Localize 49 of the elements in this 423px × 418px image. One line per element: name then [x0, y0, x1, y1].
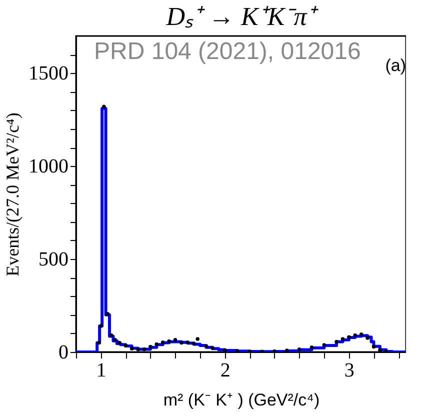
point	[353, 333, 358, 338]
point	[192, 342, 196, 346]
point	[297, 348, 302, 352]
y-tick-label: 0	[58, 342, 68, 364]
point	[334, 340, 338, 344]
point	[310, 345, 314, 350]
x-tick-label: 3	[344, 360, 354, 382]
y-axis-title: Events/(27.0 MeV²/c⁴)	[2, 112, 22, 276]
point	[223, 348, 227, 352]
point	[167, 339, 171, 344]
x-axis-title: m² (K⁻ K⁺ ) (GeV²/c⁴)	[163, 390, 320, 410]
point	[180, 340, 184, 345]
point	[186, 340, 190, 344]
point	[118, 340, 122, 345]
x-tick-label: 1	[96, 360, 106, 382]
y-tick-label: 1000	[28, 156, 68, 178]
point	[136, 348, 140, 352]
point	[142, 347, 146, 352]
point	[272, 349, 276, 352]
point	[113, 338, 117, 342]
point	[154, 342, 159, 346]
point	[347, 335, 351, 339]
point	[130, 346, 134, 351]
chart-title: Dₛ⁺ → K⁺K⁻π⁺	[165, 2, 319, 31]
point	[372, 344, 376, 349]
point	[378, 348, 382, 352]
point	[109, 333, 114, 338]
y-tick-label: 1500	[28, 62, 68, 85]
y-tick-label: 500	[38, 248, 68, 271]
point	[173, 338, 178, 342]
point	[366, 336, 370, 340]
annotation: PRD 104 (2021), 012016	[94, 38, 361, 65]
x-tick-label: 2	[220, 360, 230, 382]
annotation: (a)	[385, 56, 406, 75]
point	[196, 337, 200, 341]
point	[340, 337, 345, 341]
point	[106, 312, 110, 316]
point	[359, 332, 364, 336]
point	[102, 104, 106, 109]
point	[204, 344, 208, 348]
point	[97, 340, 101, 345]
point	[210, 346, 214, 350]
point	[160, 340, 165, 344]
point	[148, 344, 152, 349]
point	[285, 348, 289, 352]
point	[235, 349, 240, 352]
point	[98, 324, 103, 328]
point	[322, 343, 326, 347]
point	[124, 344, 128, 348]
